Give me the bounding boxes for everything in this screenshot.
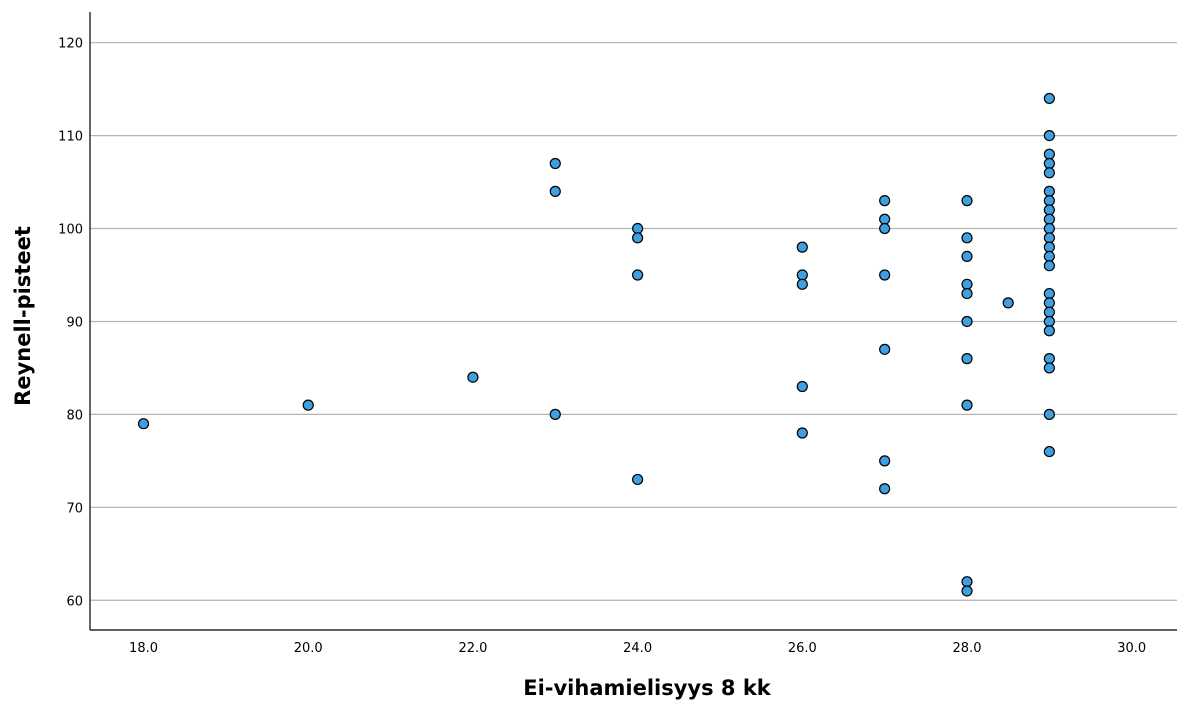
scatter-point [1043, 297, 1055, 309]
scatter-point [961, 287, 973, 300]
scatter-point [1043, 362, 1055, 374]
y-tick-label: 120 [58, 37, 83, 52]
scatter-point [1043, 222, 1055, 235]
scatter-point [467, 371, 479, 383]
x-tick-label: 24.0 [623, 641, 652, 656]
y-tick-label: 90 [66, 315, 83, 330]
scatter-point [1043, 287, 1055, 300]
scatter-point [1043, 213, 1055, 225]
scatter-point [961, 250, 973, 263]
scatter-point [549, 408, 561, 420]
x-axis-title: Ei-vihamielisyys 8 kk [523, 676, 772, 700]
scatter-point [1043, 130, 1055, 142]
scatter-point [879, 195, 891, 207]
scatter-point [137, 418, 150, 430]
y-axis-title: Reynell-pisteet [11, 226, 35, 406]
scatter-point [961, 315, 973, 328]
x-tick-label: 18.0 [129, 641, 158, 656]
scatter-point [549, 185, 561, 197]
scatter-point [879, 343, 891, 355]
gridlines [90, 42, 1177, 601]
scatter-point [879, 483, 891, 495]
x-tick-label: 20.0 [294, 641, 323, 656]
scatter-point [1043, 92, 1055, 105]
scatter-point [961, 399, 973, 411]
scatter-point [879, 213, 891, 225]
scatter-point [1043, 306, 1055, 318]
scatter-point [796, 380, 808, 393]
scatter-point [1043, 325, 1055, 337]
scatter-point [1043, 157, 1055, 170]
scatter-point [796, 427, 808, 439]
scatter-point [549, 157, 561, 170]
scatter-point [796, 278, 808, 290]
scatter-point [632, 222, 644, 235]
scatter-point [1043, 250, 1055, 263]
x-tick-label: 26.0 [788, 641, 817, 656]
scatter-point [1043, 195, 1055, 207]
scatter-point [961, 585, 973, 597]
scatter-point [302, 399, 314, 411]
scatter-point [1043, 185, 1055, 197]
scatter-point [796, 241, 808, 253]
scatter-point [1043, 315, 1055, 328]
scatter-point [879, 222, 891, 235]
scatter-point [632, 269, 644, 281]
scatter-point [1043, 232, 1055, 244]
axes [89, 12, 1177, 631]
scatter-point [1043, 260, 1055, 272]
scatter-point [879, 269, 891, 281]
scatter-point [1002, 297, 1014, 309]
scatter-point [961, 576, 973, 588]
scatter-point [796, 269, 808, 281]
scatter-point [1043, 408, 1055, 420]
data-points [137, 92, 1055, 597]
y-tick-label: 80 [66, 408, 83, 423]
scatter-point [961, 278, 973, 290]
scatter-point [1043, 353, 1055, 365]
scatter-point [1043, 204, 1055, 216]
y-tick-label: 70 [66, 501, 83, 516]
scatter-point [632, 232, 644, 244]
y-tick-label: 60 [66, 594, 83, 609]
scatter-point [1043, 241, 1055, 253]
scatter-point [879, 455, 891, 467]
y-tick-label: 110 [58, 130, 83, 145]
scatter-point [961, 195, 973, 207]
x-tick-label: 30.0 [1117, 641, 1146, 656]
scatter-point [632, 473, 644, 486]
scatter-point [1043, 445, 1055, 458]
y-tick-label: 100 [58, 223, 83, 238]
scatter-point [1043, 148, 1055, 160]
y-tick-labels: 60 70 80 90 100 110 120 [58, 37, 83, 610]
x-tick-label: 22.0 [458, 641, 487, 656]
scatter-point [961, 353, 973, 365]
x-tick-labels: 18.0 20.0 22.0 24.0 26.0 28.0 30.0 [129, 641, 1146, 656]
scatter-point [1043, 167, 1055, 179]
scatter-point [961, 232, 973, 244]
x-tick-label: 28.0 [953, 641, 982, 656]
